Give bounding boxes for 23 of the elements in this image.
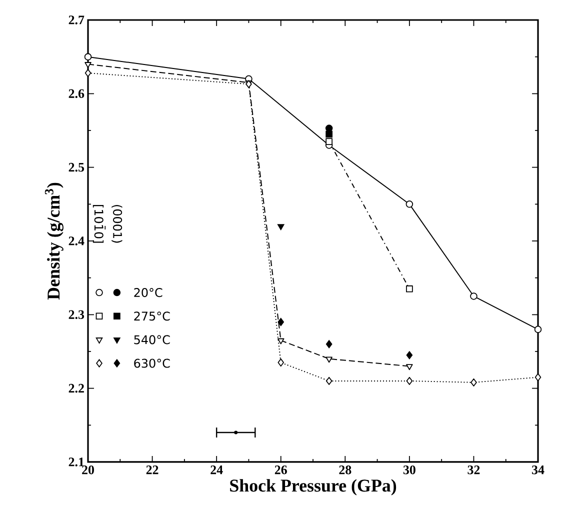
y-tick-label: 2.3 [68, 310, 84, 320]
x-tick-label: 26 [274, 466, 287, 474]
x-tick-label: 32 [468, 466, 480, 474]
legend-label: 540°C [134, 335, 170, 344]
legend-label: 20°C [134, 288, 162, 298]
y-tick-label: 2.5 [68, 162, 84, 172]
y-tick-label: 2.4 [68, 236, 84, 246]
y-tick-label: 2.7 [68, 16, 84, 24]
x-tick-label: 30 [403, 466, 416, 474]
y-tick-label: 2.1 [68, 458, 84, 466]
y-tick-label: 2.2 [68, 384, 84, 393]
x-tick-label: 22 [146, 466, 158, 474]
x-tick-label: 34 [532, 466, 544, 474]
annotation: (0001) [112, 205, 122, 243]
x-axis-title: Shock Pressure (GPa) [230, 479, 396, 496]
x-tick-label: 28 [339, 466, 352, 474]
legend-label: 275°C [134, 312, 170, 321]
y-axis-title: Density (g/cm$^{3}$) [44, 182, 64, 300]
annotation: [101̄0] [92, 205, 106, 243]
y-tick-label: 2.6 [68, 89, 84, 98]
legend-label: 630°C [134, 358, 170, 368]
x-tick-label: 20 [82, 466, 94, 474]
x-tick-label: 24 [210, 466, 223, 474]
